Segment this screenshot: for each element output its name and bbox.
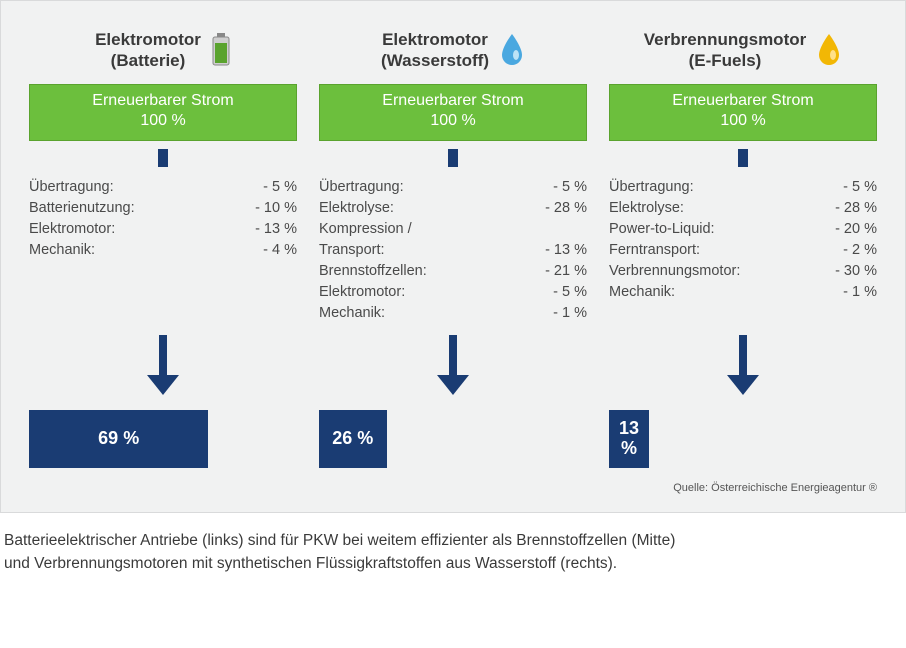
column-2: Verbrennungsmotor (E-Fuels) Erneuerbarer… bbox=[609, 29, 877, 468]
output-box: 26 % bbox=[319, 410, 387, 468]
loss-list: Übertragung: - 5 % Batterienutzung: - 10… bbox=[29, 177, 297, 327]
output-row: 26 % bbox=[319, 410, 587, 468]
title-line-1: Verbrennungsmotor bbox=[644, 30, 806, 49]
loss-value: - 5 % bbox=[537, 177, 587, 198]
loss-label: Brennstoffzellen: bbox=[319, 261, 529, 282]
flow-tick bbox=[448, 149, 458, 167]
fuel-drop-icon bbox=[816, 33, 842, 67]
column-title: Verbrennungsmotor (E-Fuels) bbox=[644, 29, 842, 72]
loss-row: Ferntransport: - 2 % bbox=[609, 240, 877, 261]
loss-value: - 5 % bbox=[827, 177, 877, 198]
loss-label: Mechanik: bbox=[319, 303, 529, 324]
title-line-1: Elektromotor bbox=[95, 30, 201, 49]
source-line-1: Erneuerbarer Strom bbox=[92, 92, 233, 109]
loss-label: Übertragung: bbox=[29, 177, 239, 198]
loss-label: Mechanik: bbox=[29, 240, 239, 261]
loss-value: - 2 % bbox=[827, 240, 877, 261]
loss-label: Verbrennungsmotor: bbox=[609, 261, 819, 282]
source-line-2: 100 % bbox=[140, 112, 185, 129]
loss-row: Batterienutzung: - 10 % bbox=[29, 198, 297, 219]
column-title: Elektromotor (Wasserstoff) bbox=[381, 29, 525, 72]
loss-row: Verbrennungsmotor: - 30 % bbox=[609, 261, 877, 282]
loss-row: Brennstoffzellen: - 21 % bbox=[319, 261, 587, 282]
loss-label: Kompression / bbox=[319, 219, 529, 240]
loss-value: - 5 % bbox=[537, 282, 587, 303]
loss-row: Transport: - 13 % bbox=[319, 240, 587, 261]
loss-row: Kompression / bbox=[319, 219, 587, 240]
caption-line-1: Batterieelektrischer Antriebe (links) si… bbox=[4, 532, 675, 549]
loss-value: - 4 % bbox=[247, 240, 297, 261]
source-line-2: 100 % bbox=[720, 112, 765, 129]
down-arrow-icon bbox=[435, 335, 471, 400]
loss-value: - 1 % bbox=[537, 303, 587, 324]
output-box: 13 % bbox=[609, 410, 649, 468]
loss-row: Mechanik: - 1 % bbox=[319, 303, 587, 324]
loss-label: Mechanik: bbox=[609, 282, 819, 303]
column-0: Elektromotor (Batterie) Erneuerbarer Str… bbox=[29, 29, 297, 468]
down-arrow-icon bbox=[725, 335, 761, 400]
loss-row: Elektrolyse: - 28 % bbox=[609, 198, 877, 219]
loss-row: Power-to-Liquid: - 20 % bbox=[609, 219, 877, 240]
source-line-1: Erneuerbarer Strom bbox=[382, 92, 523, 109]
loss-value: - 10 % bbox=[247, 198, 297, 219]
loss-label: Übertragung: bbox=[609, 177, 819, 198]
loss-label: Elektrolyse: bbox=[319, 198, 529, 219]
loss-value: - 13 % bbox=[537, 240, 587, 261]
loss-row: Übertragung: - 5 % bbox=[319, 177, 587, 198]
loss-row: Elektromotor: - 5 % bbox=[319, 282, 587, 303]
source-credit: Quelle: Österreichische Energieagentur ® bbox=[29, 482, 877, 494]
loss-row: Übertragung: - 5 % bbox=[609, 177, 877, 198]
column-1: Elektromotor (Wasserstoff) Erneuerbarer … bbox=[319, 29, 587, 468]
source-line-2: 100 % bbox=[430, 112, 475, 129]
loss-label: Ferntransport: bbox=[609, 240, 819, 261]
loss-label: Batterienutzung: bbox=[29, 198, 239, 219]
loss-value: - 13 % bbox=[247, 219, 297, 240]
water-drop-icon bbox=[499, 33, 525, 67]
loss-label: Elektromotor: bbox=[29, 219, 239, 240]
loss-value: - 28 % bbox=[827, 198, 877, 219]
title-line-2: (E-Fuels) bbox=[689, 51, 762, 70]
loss-row: Mechanik: - 1 % bbox=[609, 282, 877, 303]
title-line-1: Elektromotor bbox=[382, 30, 488, 49]
efficiency-infographic: Elektromotor (Batterie) Erneuerbarer Str… bbox=[0, 0, 906, 513]
loss-value: - 1 % bbox=[827, 282, 877, 303]
output-box: 69 % bbox=[29, 410, 208, 468]
output-row: 13 % bbox=[609, 410, 877, 468]
column-title: Elektromotor (Batterie) bbox=[95, 29, 231, 72]
loss-row: Mechanik: - 4 % bbox=[29, 240, 297, 261]
loss-label: Elektrolyse: bbox=[609, 198, 819, 219]
loss-label: Power-to-Liquid: bbox=[609, 219, 819, 240]
loss-row: Elektrolyse: - 28 % bbox=[319, 198, 587, 219]
loss-label: Transport: bbox=[319, 240, 529, 261]
loss-row: Elektromotor: - 13 % bbox=[29, 219, 297, 240]
title-line-2: (Wasserstoff) bbox=[381, 51, 489, 70]
loss-label: Übertragung: bbox=[319, 177, 529, 198]
source-band: Erneuerbarer Strom 100 % bbox=[29, 84, 297, 142]
output-row: 69 % bbox=[29, 410, 297, 468]
source-line-1: Erneuerbarer Strom bbox=[672, 92, 813, 109]
flow-tick bbox=[158, 149, 168, 167]
loss-value bbox=[537, 219, 587, 240]
caption-line-2: und Verbrennungsmotoren mit synthetische… bbox=[4, 555, 617, 572]
loss-list: Übertragung: - 5 % Elektrolyse: - 28 % P… bbox=[609, 177, 877, 327]
down-arrow-icon bbox=[145, 335, 181, 400]
flow-tick bbox=[738, 149, 748, 167]
loss-value: - 30 % bbox=[827, 261, 877, 282]
loss-value: - 21 % bbox=[537, 261, 587, 282]
loss-value: - 28 % bbox=[537, 198, 587, 219]
columns-container: Elektromotor (Batterie) Erneuerbarer Str… bbox=[29, 29, 877, 468]
battery-icon bbox=[211, 33, 231, 67]
loss-value: - 5 % bbox=[247, 177, 297, 198]
loss-label: Elektromotor: bbox=[319, 282, 529, 303]
caption: Batterieelektrischer Antriebe (links) si… bbox=[0, 513, 906, 584]
source-band: Erneuerbarer Strom 100 % bbox=[609, 84, 877, 142]
loss-list: Übertragung: - 5 % Elektrolyse: - 28 % K… bbox=[319, 177, 587, 327]
loss-value: - 20 % bbox=[827, 219, 877, 240]
loss-row: Übertragung: - 5 % bbox=[29, 177, 297, 198]
source-band: Erneuerbarer Strom 100 % bbox=[319, 84, 587, 142]
title-line-2: (Batterie) bbox=[111, 51, 186, 70]
